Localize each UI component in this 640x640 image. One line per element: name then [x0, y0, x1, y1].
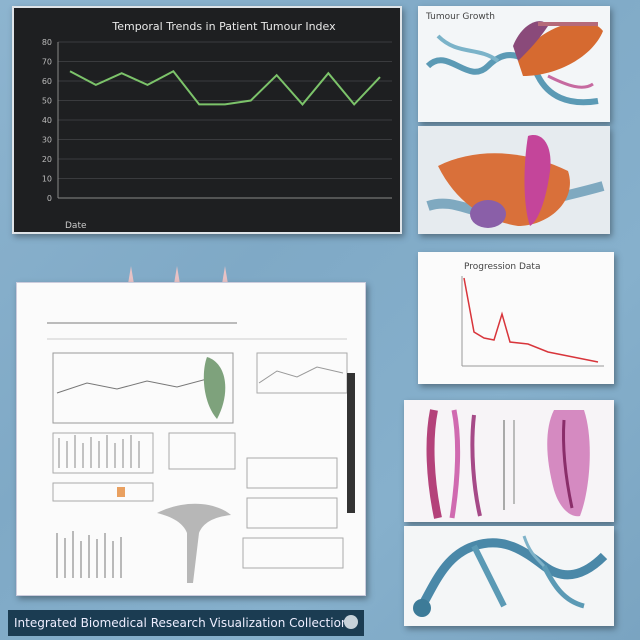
anatomy-image-1: Tumour Growth: [418, 6, 610, 122]
sheet-figures: [47, 322, 355, 583]
x-axis-label: Date: [65, 221, 87, 231]
research-sheet: [16, 282, 366, 596]
y-tick-label: 70: [42, 58, 52, 67]
progression-plot: [461, 276, 604, 367]
y-tick-label: 50: [42, 97, 52, 106]
chart-title: Temporal Trends in Patient Tumour Index: [112, 20, 336, 33]
anatomy-illustration: [418, 126, 610, 234]
y-tick-label: 0: [47, 194, 52, 203]
y-tick-label: 40: [42, 116, 52, 125]
chart-title: Progression Data: [464, 262, 541, 272]
anatomy-illustration: [425, 21, 603, 106]
caption-text: Integrated Biomedical Research Visualiza…: [14, 616, 349, 630]
anatomy-sketch-panel: [404, 400, 614, 522]
image-label: Tumour Growth: [426, 12, 495, 22]
y-tick-label: 30: [42, 136, 52, 145]
progression-chart: Progression Data: [418, 252, 614, 384]
vessel-diagram: [404, 526, 614, 626]
caption-bar: Integrated Biomedical Research Visualiza…: [8, 610, 364, 636]
anatomy-sketches: [404, 400, 614, 522]
y-tick-label: 10: [42, 175, 52, 184]
series-line: [69, 69, 381, 106]
y-tick-label: 20: [42, 155, 52, 164]
info-icon[interactable]: [344, 615, 358, 629]
vessel-illustration: [413, 535, 608, 617]
chart-plot: 0 10 20 30 40 50 60 70 80 Date: [42, 38, 392, 231]
anatomy-image-2: [418, 126, 610, 234]
dark-line-chart: Temporal Trends in Patient Tumour Index …: [12, 6, 402, 234]
y-tick-label: 60: [42, 77, 52, 86]
y-tick-label: 80: [42, 38, 52, 47]
